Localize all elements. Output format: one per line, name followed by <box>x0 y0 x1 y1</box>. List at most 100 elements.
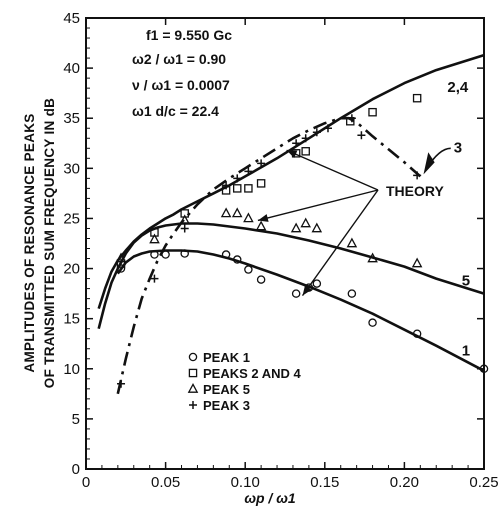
x-tick-label: 0.25 <box>469 474 498 491</box>
y-tick-label: 45 <box>63 10 80 27</box>
curve-label-24: 2,4 <box>447 79 469 96</box>
legend-label: PEAK 5 <box>203 382 250 397</box>
curve-label-5: 5 <box>462 273 470 290</box>
y-axis-label-line-2: OF TRANSMITTED SUM FREQUENCY IN dB <box>42 98 57 388</box>
curve-label-1: 1 <box>462 343 470 360</box>
y-tick-label: 20 <box>63 261 80 278</box>
y-axis-label: AMPLITUDES OF RESONANCE PEAKS OF TRANSMI… <box>22 98 57 388</box>
point-square <box>116 259 126 268</box>
point-circle <box>180 249 189 258</box>
curve-labels: 2,4 5 1 3 <box>423 79 470 360</box>
y-tick-label: 25 <box>63 210 80 227</box>
measured-markers <box>115 93 489 388</box>
point-plus <box>323 124 332 133</box>
curve-3-pointer-head <box>423 152 435 175</box>
point-square <box>256 179 266 188</box>
y-tick-label: 15 <box>63 311 80 328</box>
point-circle <box>312 279 322 288</box>
point-circle <box>161 250 170 259</box>
point-square <box>232 184 242 193</box>
point-plus <box>233 174 242 183</box>
legend-label: PEAK 3 <box>203 398 250 413</box>
point-plus <box>180 224 189 233</box>
theory-arrows <box>257 149 379 297</box>
x-tick-label: 0.15 <box>310 474 339 491</box>
point-plus <box>244 167 253 176</box>
point-square <box>368 107 377 117</box>
legend-marker-circle <box>188 352 198 362</box>
point-triangle <box>243 212 254 223</box>
point-circle <box>244 265 253 274</box>
legend-label: PEAKS 2 AND 4 <box>203 366 302 381</box>
legend-marker-plus <box>189 401 197 409</box>
theory-arrow-head <box>302 285 312 296</box>
point-plus <box>257 159 266 168</box>
point-plus <box>357 131 366 140</box>
point-triangle <box>300 217 311 228</box>
curve-24 <box>97 53 485 309</box>
y-tick-label: 40 <box>63 60 80 77</box>
point-triangle <box>346 237 358 248</box>
param-omega-ratio: ω2 / ω1 = 0.90 <box>132 51 226 67</box>
point-circle <box>368 318 377 327</box>
point-triangle <box>115 252 127 263</box>
param-omega-d-c: ω1 d/c = 22.4 <box>132 103 219 119</box>
point-plus <box>312 128 321 137</box>
point-circle <box>116 264 126 273</box>
point-plus <box>301 134 310 143</box>
point-circle <box>291 289 301 298</box>
point-circle <box>221 250 231 259</box>
point-plus <box>347 114 356 123</box>
point-plus <box>413 171 422 180</box>
point-square <box>412 93 422 103</box>
curve-3 <box>116 116 422 395</box>
point-circle <box>412 329 422 338</box>
point-triangle <box>411 257 423 268</box>
point-plus <box>150 274 159 283</box>
point-circle <box>479 364 489 374</box>
theory-arrow-line <box>257 189 379 222</box>
point-circle <box>150 250 159 259</box>
point-square <box>301 147 310 156</box>
x-tick-label: 0 <box>82 474 90 491</box>
y-tick-label: 10 <box>63 361 80 378</box>
param-f1: f1 = 9.550 Gc <box>146 27 232 43</box>
theory-arrow-head <box>286 150 298 158</box>
y-tick-label: 35 <box>63 110 80 127</box>
x-tick-label: 0.05 <box>151 474 180 491</box>
point-triangle <box>367 252 378 263</box>
y-axis-label-line-1: AMPLITUDES OF RESONANCE PEAKS <box>22 113 37 372</box>
axis-ticks <box>85 17 485 470</box>
point-triangle <box>179 214 190 225</box>
legend-label: PEAK 1 <box>203 350 250 365</box>
x-tick-label: 0.10 <box>231 474 260 491</box>
point-circle <box>232 255 242 264</box>
point-triangle <box>255 220 267 231</box>
param-nu-ratio: ν / ω1 = 0.0007 <box>132 77 230 93</box>
theory-arrow-line <box>286 149 379 191</box>
point-circle <box>256 275 266 284</box>
point-plus <box>222 181 231 190</box>
theory-arrow-line <box>301 189 379 297</box>
point-triangle <box>149 233 160 244</box>
legend-marker-triangle <box>187 383 199 393</box>
x-tick-label: 0.20 <box>390 474 419 491</box>
point-triangle <box>231 207 243 218</box>
curve-1 <box>116 249 485 372</box>
point-plus <box>292 139 301 148</box>
theory-arrow-head <box>257 214 269 222</box>
point-triangle <box>220 207 232 218</box>
point-triangle <box>311 222 323 233</box>
plot-frame <box>85 17 485 470</box>
y-tick-label: 0 <box>72 461 80 478</box>
legend-marker-square <box>188 368 198 378</box>
point-square <box>244 184 253 193</box>
theory-label: THEORY <box>386 183 444 199</box>
y-tick-label: 30 <box>63 160 80 177</box>
x-axis-label: ωp / ω1 <box>244 490 296 506</box>
y-tick-label: 5 <box>72 411 80 428</box>
point-triangle <box>290 222 302 233</box>
